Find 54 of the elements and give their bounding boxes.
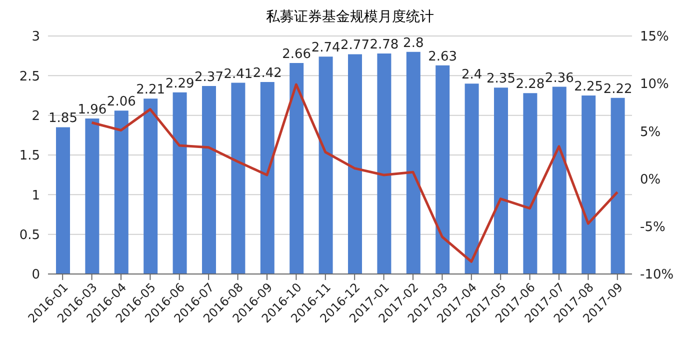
y-tick-label: 3 (32, 30, 40, 45)
bar (494, 88, 508, 274)
data-label: 2.66 (282, 46, 312, 62)
data-label: 2.8 (403, 36, 424, 51)
data-label: 1.96 (78, 102, 107, 118)
bar (231, 82, 246, 274)
y-tick-label: 1 (32, 188, 40, 204)
y2-tick-label: 10% (640, 77, 669, 92)
bar (436, 65, 450, 274)
y2-tick-label: -10% (640, 268, 674, 283)
data-label: 2.42 (252, 66, 282, 82)
bar (260, 82, 274, 274)
data-label: 2.63 (428, 49, 458, 64)
bar (552, 86, 566, 274)
bar (348, 54, 362, 274)
bar (318, 56, 333, 274)
y2-tick-label: 0% (640, 172, 661, 188)
y2-tick-label: 5% (640, 124, 661, 140)
data-label: 2.36 (544, 70, 574, 86)
bar (377, 53, 392, 274)
y2-tick-label: 15% (640, 30, 669, 45)
bar (172, 92, 187, 274)
data-label: 2.37 (194, 70, 224, 85)
y-tick-label: 1.5 (19, 148, 40, 164)
bar (56, 127, 70, 274)
data-label: 2.78 (370, 37, 399, 52)
bar (144, 98, 158, 274)
data-label: 2.22 (603, 82, 632, 97)
data-label: 2.77 (340, 38, 370, 54)
bar (464, 84, 479, 274)
bar (523, 93, 538, 274)
data-label: 2.06 (106, 94, 136, 110)
data-label: 2.28 (516, 77, 545, 92)
bar (582, 96, 596, 274)
data-label: 2.35 (486, 72, 516, 87)
chart-title: 私募证券基金规模月度统计 (265, 8, 435, 26)
y-tick-label: 2.5 (19, 69, 40, 84)
data-label: 2.21 (136, 82, 166, 98)
data-label: 2.29 (165, 76, 194, 92)
bar (202, 86, 216, 274)
data-label: 2.4 (461, 68, 482, 83)
bar (290, 62, 304, 274)
y-tick-label: 0 (32, 268, 40, 283)
data-label: 2.74 (311, 40, 340, 56)
y-tick-label: 0.5 (19, 228, 40, 243)
data-label: 1.85 (48, 111, 78, 126)
bar (85, 118, 100, 274)
y2-tick-label: -5% (640, 220, 666, 236)
bar (114, 110, 128, 274)
data-label: 2.25 (574, 80, 604, 94)
bar (610, 98, 625, 274)
data-label: 2.41 (224, 66, 253, 82)
y-tick-label: 2 (32, 108, 40, 124)
bar (406, 52, 420, 274)
